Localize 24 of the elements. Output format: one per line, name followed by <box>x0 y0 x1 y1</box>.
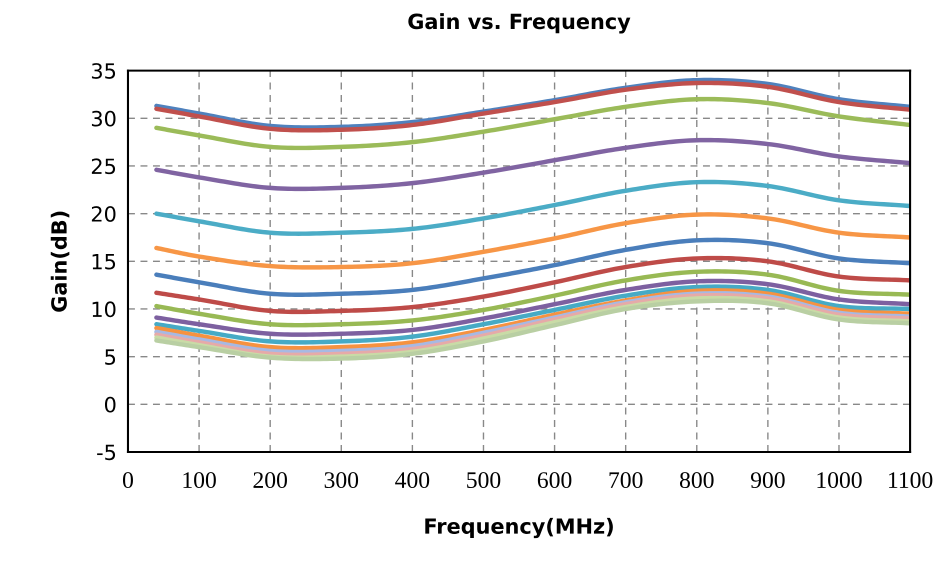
y-tick-label: 15 <box>92 254 116 270</box>
y-tick-label: -5 <box>97 444 116 460</box>
x-tick-label: 300 <box>324 472 358 488</box>
y-tick-label: 25 <box>92 158 116 174</box>
x-tick-label: 1100 <box>888 472 932 488</box>
x-tick-label: 1000 <box>817 472 862 488</box>
chart-title: Gain vs. Frequency <box>408 13 630 34</box>
x-tick-label: 900 <box>750 472 785 488</box>
x-tick-label: 400 <box>395 472 430 488</box>
x-tick-label: 500 <box>467 472 500 488</box>
y-tick-label: 30 <box>92 110 116 127</box>
x-tick-label: 200 <box>254 472 287 488</box>
y-tick-label: 0 <box>104 396 116 413</box>
x-tick-label: 600 <box>538 472 572 488</box>
x-tick-label: 100 <box>183 472 216 488</box>
x-tick-label: 800 <box>680 472 714 488</box>
x-tick-label: 700 <box>610 472 642 488</box>
x-axis-title: Frequency(MHz) <box>425 518 613 538</box>
x-tick-label: 0 <box>122 472 133 488</box>
y-tick-label: 35 <box>92 63 116 79</box>
y-tick-label: 5 <box>105 349 116 365</box>
y-axis-title: Gain(dB) <box>50 212 70 312</box>
y-tick-label: 10 <box>92 301 116 318</box>
y-tick-label: 20 <box>92 206 116 222</box>
